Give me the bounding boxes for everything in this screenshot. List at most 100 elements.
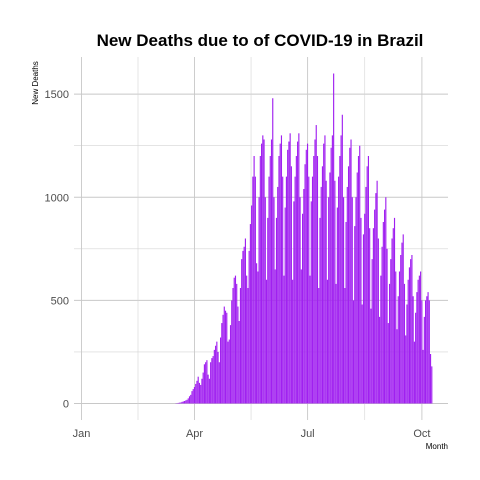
bar <box>313 156 315 404</box>
bar <box>192 389 194 404</box>
bar <box>408 267 410 404</box>
bar <box>425 300 427 404</box>
bar <box>396 329 398 404</box>
bar <box>390 259 392 404</box>
bar <box>249 224 251 404</box>
bar <box>272 98 274 404</box>
y-tick-label: 500 <box>51 295 69 307</box>
bar <box>278 156 280 404</box>
bar <box>262 135 264 404</box>
bar <box>226 312 228 404</box>
bar <box>259 156 261 404</box>
bar <box>239 288 242 404</box>
bar <box>329 172 331 404</box>
bar <box>335 283 337 404</box>
bar <box>350 139 352 404</box>
bar <box>282 176 284 404</box>
bar <box>305 149 307 404</box>
bar <box>326 279 328 404</box>
bar <box>256 263 258 404</box>
y-tick-label: 1500 <box>45 89 69 101</box>
bar <box>325 180 327 404</box>
bar <box>188 396 191 404</box>
bar <box>244 238 246 404</box>
bar <box>315 125 317 404</box>
bar <box>338 176 340 404</box>
bar <box>267 217 269 404</box>
bar <box>365 186 367 404</box>
bar <box>304 164 306 404</box>
bar <box>284 207 286 404</box>
bar <box>253 156 255 404</box>
bar <box>187 398 189 404</box>
bar <box>356 172 358 404</box>
bar <box>422 349 424 404</box>
bar <box>324 135 326 404</box>
bar <box>274 269 276 404</box>
bar <box>397 296 399 404</box>
bar <box>405 335 407 404</box>
bar <box>347 166 350 404</box>
bar <box>345 222 347 404</box>
bar <box>403 283 406 404</box>
bar <box>197 376 199 404</box>
bar <box>218 362 220 404</box>
bar <box>374 209 376 404</box>
bar <box>357 156 360 404</box>
bar <box>334 180 336 404</box>
bar <box>215 345 217 404</box>
bar <box>183 401 186 404</box>
bar <box>270 139 273 404</box>
bar <box>320 186 322 404</box>
bar <box>418 275 420 404</box>
bar <box>178 402 181 404</box>
bar <box>241 259 243 404</box>
bar <box>393 217 396 404</box>
bar <box>333 73 335 404</box>
bar <box>310 201 312 404</box>
bar <box>201 378 203 404</box>
y-tick-label: 1000 <box>45 192 69 204</box>
bar <box>242 250 244 404</box>
bar <box>196 380 198 404</box>
bar <box>247 288 249 404</box>
bar <box>375 193 377 404</box>
bar <box>371 259 373 404</box>
bar <box>421 300 423 404</box>
bar <box>386 248 388 404</box>
bar <box>380 275 382 404</box>
bar <box>316 156 319 404</box>
bar <box>223 306 225 404</box>
bar <box>198 382 201 404</box>
bar <box>207 374 209 404</box>
bar <box>420 271 422 404</box>
bar <box>362 234 365 404</box>
bar <box>258 197 260 404</box>
bar <box>303 189 305 404</box>
bar <box>233 277 235 404</box>
bar <box>431 366 433 404</box>
bar <box>263 139 265 404</box>
bar <box>206 360 208 404</box>
bar <box>392 228 394 404</box>
bar <box>231 300 233 404</box>
bar <box>181 401 183 404</box>
bar <box>299 197 301 404</box>
bar <box>293 201 295 404</box>
bar <box>292 279 294 404</box>
bar <box>277 186 279 404</box>
bar <box>328 197 330 404</box>
bar <box>180 402 182 404</box>
bar <box>295 156 297 404</box>
bar <box>410 259 412 404</box>
x-tick-label: Jul <box>301 428 315 440</box>
bar <box>385 197 387 404</box>
bar <box>400 255 402 404</box>
bar <box>269 156 271 404</box>
bar <box>190 394 192 404</box>
bar <box>232 288 234 404</box>
bar <box>222 314 224 404</box>
bar <box>238 321 240 404</box>
